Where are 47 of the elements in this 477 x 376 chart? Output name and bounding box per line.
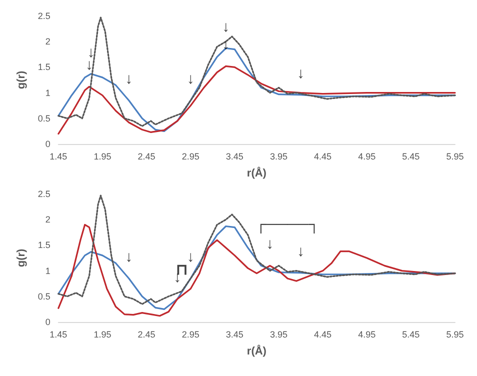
annotation: ↓: [266, 236, 274, 253]
x-tick-label: 3.45: [226, 152, 244, 162]
y-tick-label: 2: [45, 36, 50, 47]
y-tick-label: 1: [45, 88, 50, 98]
x-axis-title: r(Å): [246, 166, 267, 180]
x-tick-label: 3.95: [270, 330, 288, 340]
y-tick-label: 2: [45, 214, 50, 225]
x-tick-label: 4.95: [358, 330, 376, 340]
y-tick-label: 1.5: [38, 240, 50, 250]
line-series: [58, 194, 456, 305]
line-series: [58, 16, 456, 127]
x-tick-label: 1.45: [50, 152, 68, 162]
annotation: ┌────┐: [256, 216, 320, 234]
x-tick-label: 1.45: [50, 330, 68, 340]
x-tick-label: 2.95: [182, 152, 200, 162]
x-tick-label: 5.45: [402, 330, 420, 340]
x-tick-label: 5.45: [402, 152, 420, 162]
y-tick-label: 0: [45, 317, 50, 327]
y-tick-label: 2.5: [38, 11, 50, 21]
x-tick-label: 4.95: [358, 152, 376, 162]
x-tick-label: 4.45: [314, 152, 332, 162]
y-tick-label: 0: [45, 139, 50, 149]
x-tick-label: 5.95: [446, 330, 464, 340]
annotation: ↓: [186, 248, 194, 266]
x-axis-title: r(Å): [246, 344, 267, 358]
annotation: ↓: [297, 242, 305, 260]
annotation: ↓: [186, 70, 194, 88]
x-tick-label: 3.95: [270, 152, 288, 162]
x-tick-label: 3.45: [226, 330, 244, 340]
annotation: ↓: [125, 248, 133, 266]
annotation: ↓: [297, 64, 305, 82]
x-tick-label: 2.45: [138, 330, 156, 340]
x-tick-label: 2.45: [138, 152, 156, 162]
x-tick-label: 4.45: [314, 330, 332, 340]
annotation: ↓: [125, 70, 133, 88]
y-tick-label: 0.5: [38, 291, 50, 302]
y-tick-label: 1: [45, 266, 50, 276]
x-tick-label: 1.95: [94, 330, 112, 340]
x-tick-label: 2.95: [182, 330, 200, 340]
y-axis-title: g(r): [16, 248, 28, 268]
y-axis-title: g(r): [16, 70, 28, 90]
y-tick-label: 2.5: [38, 189, 50, 199]
x-tick-label: 5.95: [446, 152, 464, 162]
x-tick-label: 1.95: [94, 152, 112, 162]
annotation: ↓: [222, 18, 230, 36]
y-tick-label: 0.5: [38, 113, 50, 124]
y-tick-label: 1.5: [38, 62, 50, 72]
